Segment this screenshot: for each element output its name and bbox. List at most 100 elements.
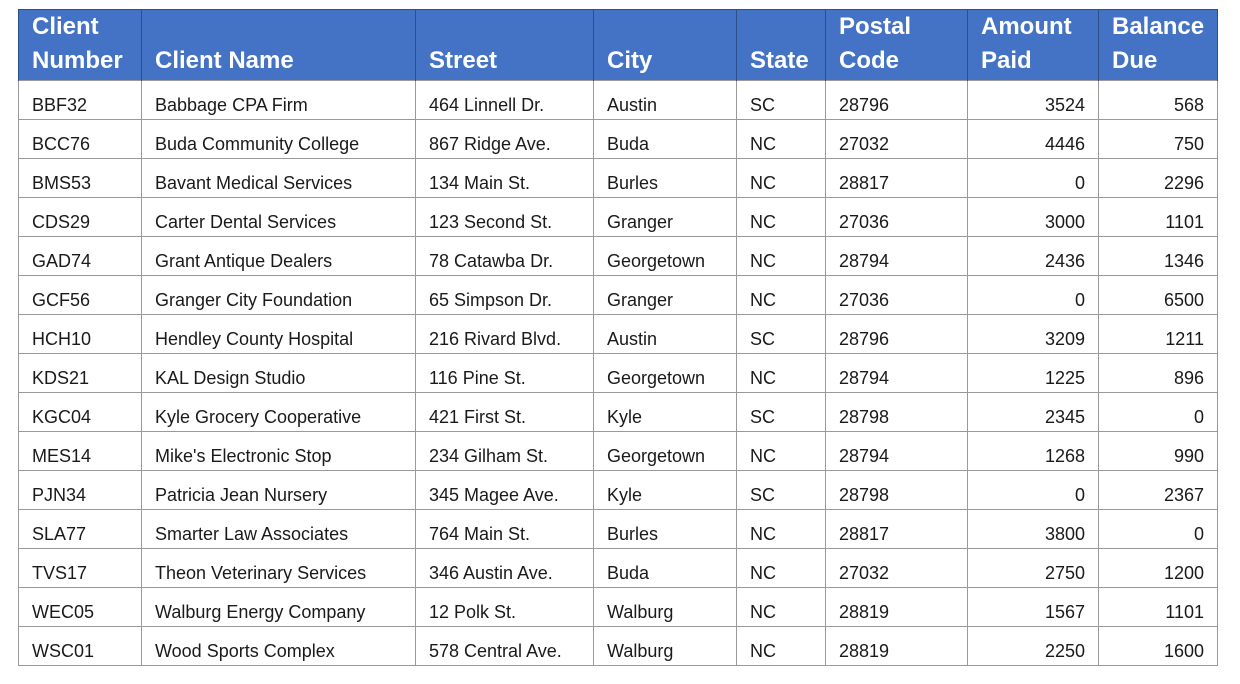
cell-balance-due[interactable]: 1101 bbox=[1098, 197, 1218, 237]
cell-postal-code[interactable]: 27036 bbox=[825, 275, 968, 315]
cell-state[interactable]: SC bbox=[736, 392, 826, 432]
cell-balance-due[interactable]: 0 bbox=[1098, 392, 1218, 432]
cell-balance-due[interactable]: 568 bbox=[1098, 80, 1218, 120]
cell-state[interactable]: NC bbox=[736, 626, 826, 666]
cell-balance-due[interactable]: 1600 bbox=[1098, 626, 1218, 666]
cell-client-name[interactable]: Smarter Law Associates bbox=[141, 509, 416, 549]
cell-state[interactable]: NC bbox=[736, 158, 826, 198]
cell-city[interactable]: Kyle bbox=[593, 470, 737, 510]
header-amount-paid[interactable]: Amount Paid bbox=[967, 9, 1099, 81]
cell-client-name[interactable]: Carter Dental Services bbox=[141, 197, 416, 237]
cell-state[interactable]: NC bbox=[736, 197, 826, 237]
cell-postal-code[interactable]: 28817 bbox=[825, 158, 968, 198]
cell-client-number[interactable]: CDS29 bbox=[18, 197, 142, 237]
cell-client-number[interactable]: SLA77 bbox=[18, 509, 142, 549]
cell-client-number[interactable]: WEC05 bbox=[18, 587, 142, 627]
cell-client-name[interactable]: Kyle Grocery Cooperative bbox=[141, 392, 416, 432]
cell-client-name[interactable]: Buda Community College bbox=[141, 119, 416, 159]
cell-client-number[interactable]: BMS53 bbox=[18, 158, 142, 198]
header-client-number[interactable]: Client Number bbox=[18, 9, 142, 81]
cell-client-number[interactable]: GCF56 bbox=[18, 275, 142, 315]
cell-amount-paid[interactable]: 3800 bbox=[967, 509, 1099, 549]
cell-state[interactable]: SC bbox=[736, 314, 826, 354]
cell-street[interactable]: 464 Linnell Dr. bbox=[415, 80, 594, 120]
cell-city[interactable]: Austin bbox=[593, 80, 737, 120]
cell-client-number[interactable]: GAD74 bbox=[18, 236, 142, 276]
cell-balance-due[interactable]: 1101 bbox=[1098, 587, 1218, 627]
cell-client-number[interactable]: BCC76 bbox=[18, 119, 142, 159]
cell-balance-due[interactable]: 990 bbox=[1098, 431, 1218, 471]
cell-balance-due[interactable]: 896 bbox=[1098, 353, 1218, 393]
cell-balance-due[interactable]: 0 bbox=[1098, 509, 1218, 549]
cell-amount-paid[interactable]: 1567 bbox=[967, 587, 1099, 627]
cell-client-name[interactable]: Babbage CPA Firm bbox=[141, 80, 416, 120]
cell-street[interactable]: 421 First St. bbox=[415, 392, 594, 432]
cell-amount-paid[interactable]: 2436 bbox=[967, 236, 1099, 276]
cell-client-name[interactable]: Grant Antique Dealers bbox=[141, 236, 416, 276]
cell-postal-code[interactable]: 28794 bbox=[825, 431, 968, 471]
cell-city[interactable]: Georgetown bbox=[593, 353, 737, 393]
cell-amount-paid[interactable]: 4446 bbox=[967, 119, 1099, 159]
cell-state[interactable]: SC bbox=[736, 80, 826, 120]
cell-street[interactable]: 78 Catawba Dr. bbox=[415, 236, 594, 276]
cell-postal-code[interactable]: 27036 bbox=[825, 197, 968, 237]
cell-amount-paid[interactable]: 1225 bbox=[967, 353, 1099, 393]
cell-amount-paid[interactable]: 2750 bbox=[967, 548, 1099, 588]
cell-street[interactable]: 116 Pine St. bbox=[415, 353, 594, 393]
cell-street[interactable]: 764 Main St. bbox=[415, 509, 594, 549]
cell-state[interactable]: NC bbox=[736, 587, 826, 627]
cell-city[interactable]: Georgetown bbox=[593, 431, 737, 471]
cell-street[interactable]: 234 Gilham St. bbox=[415, 431, 594, 471]
cell-state[interactable]: NC bbox=[736, 509, 826, 549]
cell-city[interactable]: Austin bbox=[593, 314, 737, 354]
cell-client-number[interactable]: HCH10 bbox=[18, 314, 142, 354]
cell-city[interactable]: Walburg bbox=[593, 626, 737, 666]
cell-client-name[interactable]: Mike's Electronic Stop bbox=[141, 431, 416, 471]
cell-postal-code[interactable]: 28794 bbox=[825, 236, 968, 276]
cell-postal-code[interactable]: 28796 bbox=[825, 314, 968, 354]
cell-street[interactable]: 123 Second St. bbox=[415, 197, 594, 237]
cell-postal-code[interactable]: 28796 bbox=[825, 80, 968, 120]
cell-balance-due[interactable]: 1346 bbox=[1098, 236, 1218, 276]
cell-amount-paid[interactable]: 1268 bbox=[967, 431, 1099, 471]
cell-amount-paid[interactable]: 3524 bbox=[967, 80, 1099, 120]
cell-amount-paid[interactable]: 3000 bbox=[967, 197, 1099, 237]
cell-city[interactable]: Burles bbox=[593, 509, 737, 549]
cell-client-name[interactable]: Theon Veterinary Services bbox=[141, 548, 416, 588]
cell-street[interactable]: 346 Austin Ave. bbox=[415, 548, 594, 588]
cell-client-name[interactable]: Bavant Medical Services bbox=[141, 158, 416, 198]
cell-client-name[interactable]: KAL Design Studio bbox=[141, 353, 416, 393]
cell-balance-due[interactable]: 1200 bbox=[1098, 548, 1218, 588]
cell-client-number[interactable]: PJN34 bbox=[18, 470, 142, 510]
cell-street[interactable]: 578 Central Ave. bbox=[415, 626, 594, 666]
header-street[interactable]: Street bbox=[415, 9, 594, 81]
cell-postal-code[interactable]: 27032 bbox=[825, 548, 968, 588]
cell-client-number[interactable]: MES14 bbox=[18, 431, 142, 471]
cell-city[interactable]: Georgetown bbox=[593, 236, 737, 276]
cell-amount-paid[interactable]: 2345 bbox=[967, 392, 1099, 432]
cell-city[interactable]: Buda bbox=[593, 119, 737, 159]
cell-street[interactable]: 216 Rivard Blvd. bbox=[415, 314, 594, 354]
cell-balance-due[interactable]: 2296 bbox=[1098, 158, 1218, 198]
cell-client-name[interactable]: Patricia Jean Nursery bbox=[141, 470, 416, 510]
cell-postal-code[interactable]: 28819 bbox=[825, 626, 968, 666]
cell-postal-code[interactable]: 28798 bbox=[825, 392, 968, 432]
cell-street[interactable]: 867 Ridge Ave. bbox=[415, 119, 594, 159]
cell-city[interactable]: Granger bbox=[593, 275, 737, 315]
cell-client-name[interactable]: Granger City Foundation bbox=[141, 275, 416, 315]
cell-postal-code[interactable]: 28819 bbox=[825, 587, 968, 627]
header-city[interactable]: City bbox=[593, 9, 737, 81]
cell-city[interactable]: Buda bbox=[593, 548, 737, 588]
cell-postal-code[interactable]: 28794 bbox=[825, 353, 968, 393]
cell-street[interactable]: 12 Polk St. bbox=[415, 587, 594, 627]
cell-amount-paid[interactable]: 0 bbox=[967, 470, 1099, 510]
cell-client-name[interactable]: Walburg Energy Company bbox=[141, 587, 416, 627]
cell-street[interactable]: 65 Simpson Dr. bbox=[415, 275, 594, 315]
cell-city[interactable]: Granger bbox=[593, 197, 737, 237]
cell-client-name[interactable]: Wood Sports Complex bbox=[141, 626, 416, 666]
header-balance-due[interactable]: Balance Due bbox=[1098, 9, 1218, 81]
cell-state[interactable]: NC bbox=[736, 548, 826, 588]
cell-state[interactable]: NC bbox=[736, 275, 826, 315]
cell-street[interactable]: 134 Main St. bbox=[415, 158, 594, 198]
cell-city[interactable]: Burles bbox=[593, 158, 737, 198]
